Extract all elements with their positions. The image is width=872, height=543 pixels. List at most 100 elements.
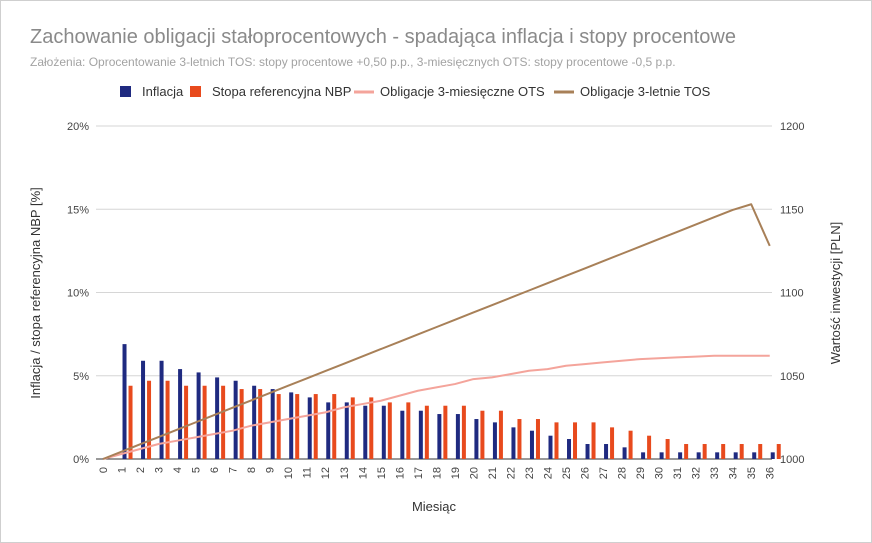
inflation-bar — [604, 444, 609, 459]
nbp-rate-bar — [147, 380, 152, 459]
nbp-rate-bar — [313, 394, 318, 459]
nbp-rate-bar — [573, 422, 578, 459]
nbp-rate-bar — [350, 397, 355, 459]
x-tick-label: 29 — [635, 467, 647, 479]
ots-line — [102, 354, 770, 460]
nbp-rate-bar — [128, 385, 133, 459]
nbp-rate-bar — [665, 439, 670, 459]
x-tick-label: 31 — [672, 467, 684, 479]
x-tick-label: 18 — [431, 467, 443, 479]
inflation-bar — [585, 444, 590, 459]
inflation-bar — [159, 360, 164, 459]
nbp-rate-bar — [443, 405, 448, 459]
x-tick-label: 7 — [228, 467, 240, 473]
legend-swatch — [190, 86, 201, 97]
x-tick-label: 14 — [357, 467, 369, 479]
inflation-bar — [381, 405, 386, 459]
x-tick-label: 10 — [283, 467, 295, 479]
x-tick-label: 8 — [246, 467, 258, 473]
chart-subtitle: Założenia: Oprocentowanie 3-letnich TOS:… — [30, 55, 676, 69]
x-tick-label: 24 — [542, 467, 554, 479]
nbp-rate-bar — [369, 397, 374, 459]
x-tick-label: 25 — [561, 467, 573, 479]
inflation-bar — [141, 360, 146, 459]
inflation-bar — [529, 430, 534, 459]
nbp-rate-bar — [387, 402, 392, 459]
x-tick-label: 15 — [376, 467, 388, 479]
inflation-bar — [270, 389, 275, 459]
x-tick-label: 28 — [617, 467, 629, 479]
x-tick-label: 5 — [191, 467, 203, 473]
gridlines — [96, 125, 772, 460]
y-right-tick-label: 1100 — [780, 288, 804, 300]
inflation-bar — [252, 385, 257, 459]
inflation-bar — [400, 410, 405, 459]
nbp-rate-bar — [535, 419, 540, 459]
nbp-rate-bar — [684, 444, 689, 459]
inflation-bar — [215, 377, 220, 459]
nbp-rate-bar — [721, 444, 726, 459]
inflation-bar — [548, 435, 553, 459]
x-tick-label: 36 — [765, 467, 777, 479]
inflation-bar — [641, 452, 646, 459]
y-right-tick-label: 1200 — [780, 121, 804, 133]
inflation-bar — [511, 427, 516, 459]
nbp-rate-bar — [406, 402, 411, 459]
nbp-rate-bar — [221, 385, 226, 459]
nbp-rate-bar — [480, 410, 485, 459]
nbp-rate-bar — [276, 394, 281, 459]
nbp-rate-bar — [591, 422, 596, 459]
nbp-rate-bar — [332, 394, 337, 459]
x-tick-label: 11 — [302, 467, 314, 478]
x-tick-label: 19 — [450, 467, 462, 479]
nbp-rate-bar — [628, 430, 633, 459]
nbp-rate-bar — [647, 435, 652, 459]
nbp-rate-bar — [461, 405, 466, 459]
nbp-rate-bar — [202, 385, 207, 459]
inflation-bar — [363, 405, 368, 459]
x-tick-label: 23 — [524, 467, 536, 479]
x-tick-label: 1 — [117, 467, 129, 473]
x-tick-label: 17 — [413, 467, 425, 479]
y-left-tick-label: 5% — [73, 371, 89, 383]
inflation-bar — [233, 380, 238, 459]
x-tick-label: 22 — [505, 467, 517, 479]
inflation-bar — [733, 452, 738, 459]
nbp-rate-bar — [498, 410, 503, 459]
x-tick-label: 3 — [154, 467, 166, 473]
x-tick-label: 13 — [339, 467, 351, 479]
x-tick-label: 16 — [394, 467, 406, 479]
nbp-rate-bar — [739, 444, 744, 459]
legend-label: Obligacje 3-letnie TOS — [580, 84, 711, 99]
inflation-bar — [752, 452, 757, 459]
nbp-rate-bar — [554, 422, 559, 459]
x-tick-label: 26 — [580, 467, 592, 479]
legend-label: Inflacja — [142, 84, 184, 99]
inflation-bar — [122, 344, 127, 459]
x-tick-label: 2 — [135, 467, 147, 473]
lines — [102, 203, 771, 460]
inflation-bar — [567, 439, 572, 459]
nbp-rate-bar — [295, 394, 300, 459]
x-tick-label: 27 — [598, 467, 610, 479]
y-left-tick-label: 10% — [67, 288, 89, 300]
inflation-bar — [178, 369, 183, 459]
x-tick-label: 35 — [746, 467, 758, 479]
inflation-bar — [344, 402, 349, 459]
inflation-bar — [455, 414, 460, 459]
nbp-rate-bar — [702, 444, 707, 459]
inflation-bar — [326, 402, 331, 459]
y-right-tick-label: 1000 — [780, 454, 804, 466]
x-tick-label: 34 — [728, 467, 740, 479]
y-axis-right-title: Wartość inwestycji [PLN] — [828, 222, 843, 365]
inflation-bar — [678, 452, 683, 459]
legend-swatch — [120, 86, 131, 97]
legend-label: Stopa referencyjna NBP — [212, 84, 351, 99]
x-tick-label: 32 — [691, 467, 703, 479]
x-tick-label: 21 — [487, 467, 499, 479]
inflation-bar — [196, 372, 201, 459]
y-left-tick-label: 0% — [73, 454, 89, 466]
y-right-tick-label: 1150 — [780, 204, 804, 216]
